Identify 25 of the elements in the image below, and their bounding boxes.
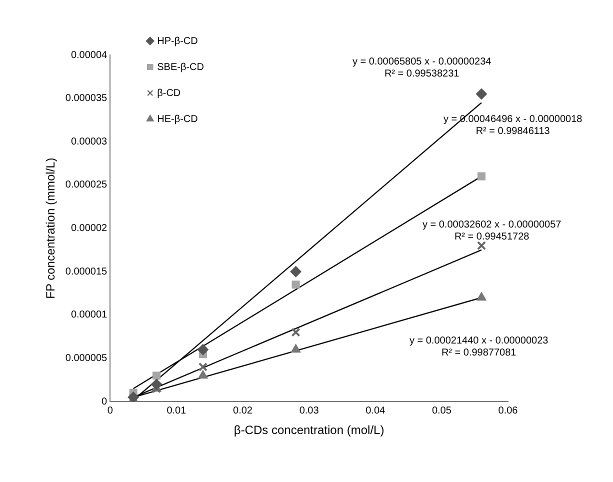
- x-tick-label: 0.04: [366, 405, 386, 416]
- legend-label: SBE-β-CD: [157, 62, 204, 73]
- y-tick-label: 0: [102, 396, 108, 408]
- y-tick-label: 0.000005: [65, 353, 108, 364]
- annotation: y = 0.00032602 x - 0.00000057 R² = 0.99451728: [422, 220, 562, 243]
- x-tick-label: 0.05: [432, 405, 452, 416]
- legend-label: HE-β-CD: [157, 114, 198, 125]
- annotation: y = 0.00065805 x - 0.00000234 R² = 0.99538231: [352, 56, 492, 80]
- x-tick-label: 0.02: [233, 405, 253, 416]
- y-tick-label: 0.000025: [65, 180, 108, 191]
- x-tick-label: 0.06: [498, 405, 518, 416]
- annotation: y = 0.00021440 x - 0.00000023 R² = 0.99877081: [409, 335, 549, 358]
- y-tick-label: 0.00003: [70, 136, 108, 148]
- legend-label: β-CD: [157, 88, 181, 99]
- x-axis-title: β-CDs concentration (mol/L): [234, 423, 384, 438]
- legend-label: HP-β-CD: [157, 36, 198, 47]
- y-tick-label: 0.00004: [70, 50, 108, 61]
- y-tick-label: 0.000035: [65, 93, 108, 104]
- x-tick-label: 0.03: [299, 405, 320, 416]
- y-tick-label: 0.000015: [65, 266, 108, 278]
- y-axis-title: FP concentration (mmol/L): [44, 158, 58, 299]
- x-tick-label: 0.01: [166, 405, 187, 416]
- y-tick-label: 0.00001: [70, 310, 108, 321]
- annotation: y = 0.00046496 x - 0.00000018 R² = 0.99846113: [443, 114, 583, 138]
- y-tick-label: 0.00002: [70, 223, 108, 234]
